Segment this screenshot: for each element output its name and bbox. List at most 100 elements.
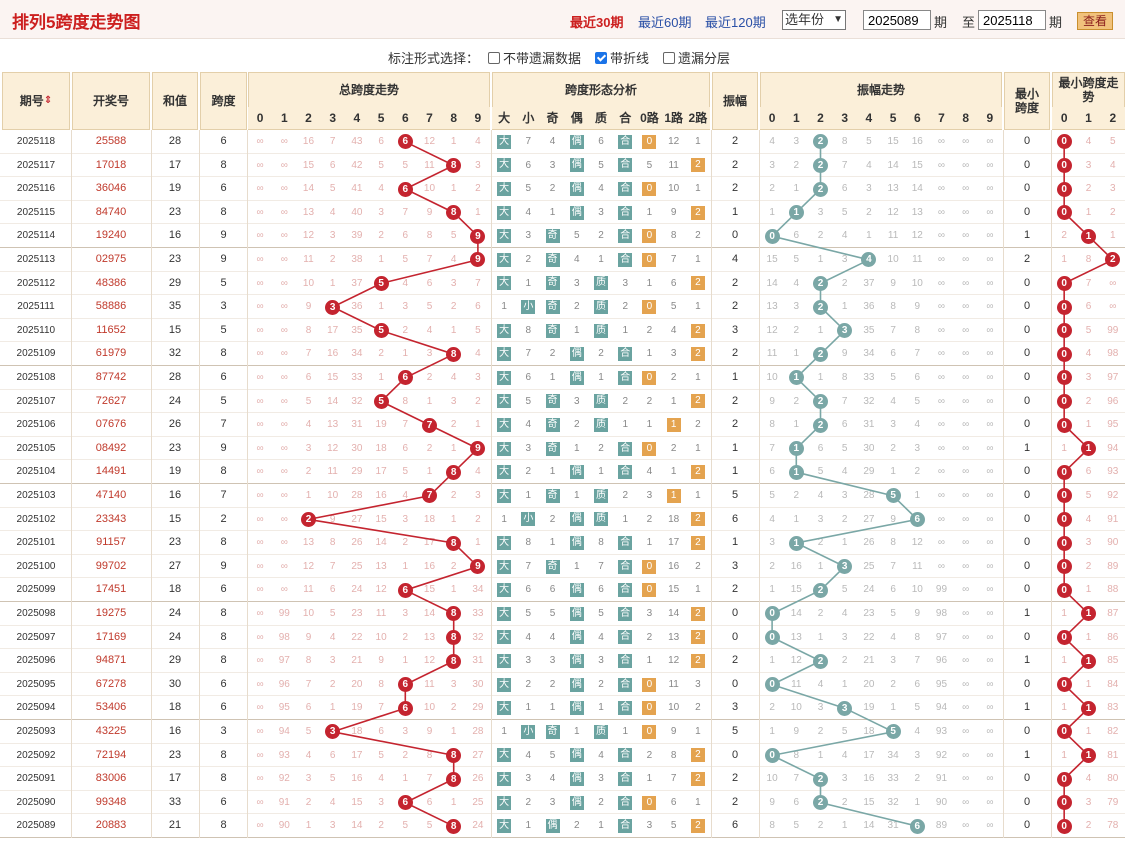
span-form-miss: 1 (598, 372, 604, 383)
span-form-tag: 合 (618, 606, 633, 621)
amp-miss-cell: 4 (817, 678, 824, 690)
span-miss-cell: 2 (402, 537, 409, 549)
min-span-hit-ball: 2 (1105, 252, 1121, 268)
amp-miss-cell: ∞ (962, 466, 970, 478)
span-form-miss: 4 (598, 183, 604, 195)
span-hit-ball: 8 (446, 606, 462, 622)
span-miss-cell: ∞ (256, 277, 264, 289)
to-label: 至 (962, 15, 976, 30)
col-header-amp: 振幅 (712, 72, 758, 130)
amp-miss-cell: 1 (890, 466, 896, 478)
table-row (0, 602, 1125, 626)
span-form-miss: 2 (622, 301, 628, 313)
span-miss-cell: 6 (329, 159, 336, 171)
span-miss-cell: ∞ (256, 537, 264, 549)
page-title: 排列5跨度走势图 (12, 13, 141, 32)
amp-miss-cell: ∞ (986, 348, 994, 360)
column-divider (151, 460, 152, 484)
span-form-tag: 合 (618, 819, 633, 834)
winning-number-cell: 48386 (95, 276, 127, 289)
amp-miss-cell: 11 (912, 560, 923, 572)
amp-miss-cell: 8 (841, 372, 848, 383)
amp-miss-cell: ∞ (962, 726, 970, 737)
column-divider (151, 271, 152, 296)
span-miss-cell: 14 (302, 183, 315, 195)
column-divider (151, 790, 152, 815)
span-hit-ball: 8 (446, 464, 462, 480)
checkbox-layered[interactable] (663, 52, 675, 64)
year-select[interactable]: 选年份 ▼ (782, 10, 846, 30)
issue-cell: 2025090 (16, 796, 56, 808)
column-divider (491, 153, 492, 178)
span-miss-cell: 3 (450, 395, 457, 407)
column-divider (151, 389, 152, 414)
span-hit-ball: 2 (301, 511, 316, 527)
sort-icon[interactable]: ⇕ (43, 95, 53, 106)
column-divider (247, 177, 248, 201)
span-form-miss: 4 (549, 631, 556, 643)
checkbox-polyline[interactable] (595, 52, 607, 64)
amp-miss-cell: 27 (863, 513, 875, 525)
amp-miss-cell: ∞ (962, 419, 970, 431)
span-miss-cell: ∞ (280, 301, 288, 313)
span-form-miss: 2 (598, 230, 604, 242)
column-divider (199, 318, 200, 343)
span-form-tag: 1 (666, 418, 681, 432)
span-form-miss: 5 (598, 159, 604, 171)
span-trend-digit-6: 6 (393, 107, 418, 130)
span-hit-ball: 8 (446, 771, 462, 787)
span-miss-cell: 2 (475, 513, 481, 525)
amp-miss-cell: ∞ (962, 820, 970, 832)
from-issue-input[interactable] (863, 10, 931, 30)
min-span-miss-cell: 3 (1110, 183, 1116, 195)
amp-miss-cell: 5 (841, 726, 848, 737)
column-divider (71, 602, 72, 626)
option-no-miss[interactable]: 不带遗漏数据 (488, 48, 581, 67)
min-span-hit-ball: 0 (1056, 724, 1072, 740)
amp-miss-cell: 9 (793, 726, 800, 737)
span-miss-cell: ∞ (280, 419, 288, 431)
span-miss-cell: ∞ (256, 466, 264, 478)
to-issue-input[interactable] (978, 10, 1046, 30)
column-divider (151, 578, 152, 602)
table-row (0, 177, 1125, 201)
span-form-tag: 偶 (569, 748, 584, 763)
span-form-miss: 1 (695, 442, 701, 454)
span-miss-cell: ∞ (280, 183, 288, 195)
span-miss-cell: 3 (329, 655, 336, 667)
column-divider (71, 389, 72, 414)
range-link-120[interactable]: 最近120期 (705, 15, 766, 30)
column-divider (199, 130, 200, 154)
min-span-hit-ball: 0 (1056, 818, 1072, 834)
column-divider (199, 696, 200, 720)
column-divider (247, 295, 248, 319)
column-divider (759, 342, 760, 366)
amp-miss-cell: ∞ (962, 537, 970, 549)
amp-miss-cell: 7 (841, 159, 848, 171)
col-header-sum: 和值 (152, 72, 198, 130)
amp-miss-cell: ∞ (962, 136, 970, 147)
range-link-60[interactable]: 最近60期 (638, 15, 692, 30)
span-form-tag: 合 (618, 654, 633, 668)
span-form-tag: 偶 (569, 158, 584, 173)
span-form-miss: 2 (622, 395, 628, 407)
query-button[interactable]: 查看 (1077, 12, 1113, 30)
checkbox-no-miss[interactable] (488, 52, 500, 64)
amp-hit-ball: 2 (813, 417, 828, 433)
span-hit-ball: 6 (397, 181, 413, 197)
column-divider (1051, 790, 1052, 815)
span-form-miss: 4 (670, 324, 677, 336)
range-link-30[interactable]: 最近30期 (570, 15, 624, 30)
option-polyline[interactable]: 带折线 (595, 48, 649, 67)
span-miss-cell: 34 (472, 584, 484, 596)
amp-cell: 1 (731, 465, 739, 478)
span-form-tag: 合 (618, 134, 633, 149)
option-layered[interactable]: 遗漏分层 (663, 48, 730, 67)
span-miss-cell: 1 (305, 490, 312, 501)
amp-miss-cell: 3 (793, 301, 800, 313)
span-form-miss: 2 (525, 254, 532, 265)
span-miss-cell: 2 (305, 466, 312, 478)
span-form-miss: 2 (598, 678, 604, 690)
span-miss-cell: 30 (351, 442, 363, 454)
column-divider (491, 696, 492, 720)
